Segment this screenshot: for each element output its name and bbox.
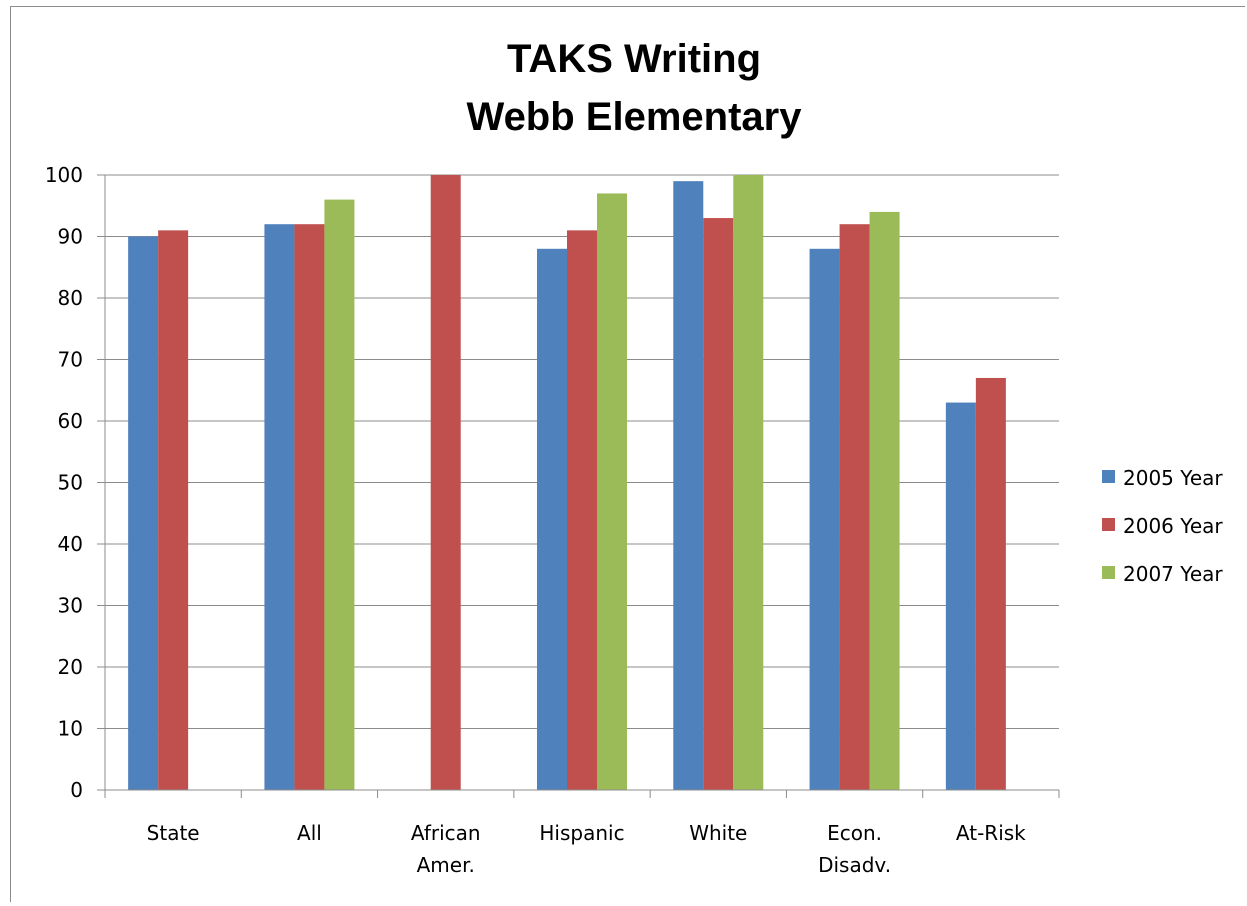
y-tick-label-80: 80	[58, 286, 83, 310]
y-tick-labels: 0 10 20 30 40 50 60 70 80 90 100	[45, 163, 83, 802]
y-tick-label-40: 40	[58, 532, 83, 556]
y-tick-label-90: 90	[58, 225, 83, 249]
y-tick-label-60: 60	[58, 409, 83, 433]
axes	[97, 174, 1060, 798]
bar-2006-year-cat-2	[430, 175, 461, 790]
y-tick-label-0: 0	[70, 778, 83, 802]
legend-label-3: 2007 Year	[1123, 562, 1223, 586]
bar-2005-year-cat-0	[128, 236, 159, 790]
x-tick-label-1-0: All	[297, 821, 322, 845]
bar-2007-year-cat-3	[597, 193, 627, 790]
bar-2005-year-cat-6	[945, 402, 976, 790]
x-tick-label-5-1: Disadv.	[818, 853, 891, 877]
x-tick-label-5-0: Econ.	[827, 821, 882, 845]
y-tick-label-100: 100	[45, 163, 83, 187]
x-tick-label-4-0: White	[689, 821, 747, 845]
bar-2006-year-cat-0	[158, 230, 189, 791]
legend: 2005 Year 2006 Year 2007 Year	[1102, 466, 1223, 586]
bar-2006-year-cat-6	[975, 377, 1006, 790]
chart-frame	[10, 6, 1245, 902]
bar-2006-year-cat-3	[567, 230, 597, 791]
legend-label-2: 2006 Year	[1123, 514, 1223, 538]
y-tick-label-70: 70	[58, 348, 83, 372]
y-tick-label-30: 30	[58, 594, 83, 618]
bar-2006-year-cat-4	[703, 218, 734, 791]
y-tick-label-10: 10	[58, 717, 83, 741]
bar-2006-year-cat-5	[839, 224, 870, 790]
bar-2007-year-cat-1	[324, 199, 355, 791]
x-tick-label-6-0: At-Risk	[956, 821, 1026, 845]
x-tick-label-3-0: Hispanic	[539, 821, 624, 845]
chart-title-line-2: Webb Elementary	[467, 95, 803, 139]
chart-title-line-1: TAKS Writing	[507, 37, 761, 81]
bar-2006-year-cat-1	[294, 224, 325, 790]
chart-title: TAKS Writing Webb Elementary	[467, 37, 803, 139]
bar-2005-year-cat-4	[673, 181, 704, 790]
legend-swatch-1	[1102, 470, 1115, 483]
y-tick-label-20: 20	[58, 655, 83, 679]
x-tick-label-2-0: African	[411, 821, 481, 845]
bar-2007-year-cat-5	[869, 211, 900, 790]
legend-swatch-2	[1102, 518, 1115, 531]
bar-2005-year-cat-1	[264, 224, 295, 790]
x-tick-label-0-0: State	[147, 821, 200, 845]
x-tick-label-2-1: Amer.	[417, 853, 475, 877]
bar-2005-year-cat-5	[809, 248, 840, 791]
legend-swatch-3	[1102, 566, 1115, 579]
bar-2007-year-cat-4	[733, 175, 764, 790]
y-tick-label-50: 50	[58, 471, 83, 495]
bars	[128, 175, 1006, 791]
x-tick-labels: State All African Amer. Hispanic White Econ. Di…	[147, 821, 1027, 877]
legend-label-1: 2005 Year	[1123, 466, 1223, 490]
bar-2005-year-cat-3	[537, 248, 567, 791]
